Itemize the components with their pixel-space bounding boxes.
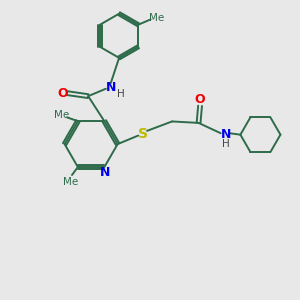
Text: Me: Me [149, 13, 164, 23]
Text: Me: Me [54, 110, 69, 120]
Text: N: N [220, 128, 231, 141]
Text: Me: Me [63, 177, 78, 188]
Text: O: O [57, 87, 68, 100]
Text: S: S [138, 127, 148, 141]
Text: H: H [117, 89, 125, 99]
Text: N: N [100, 167, 110, 179]
Text: N: N [106, 81, 116, 94]
Text: O: O [195, 93, 206, 106]
Text: H: H [222, 140, 230, 149]
